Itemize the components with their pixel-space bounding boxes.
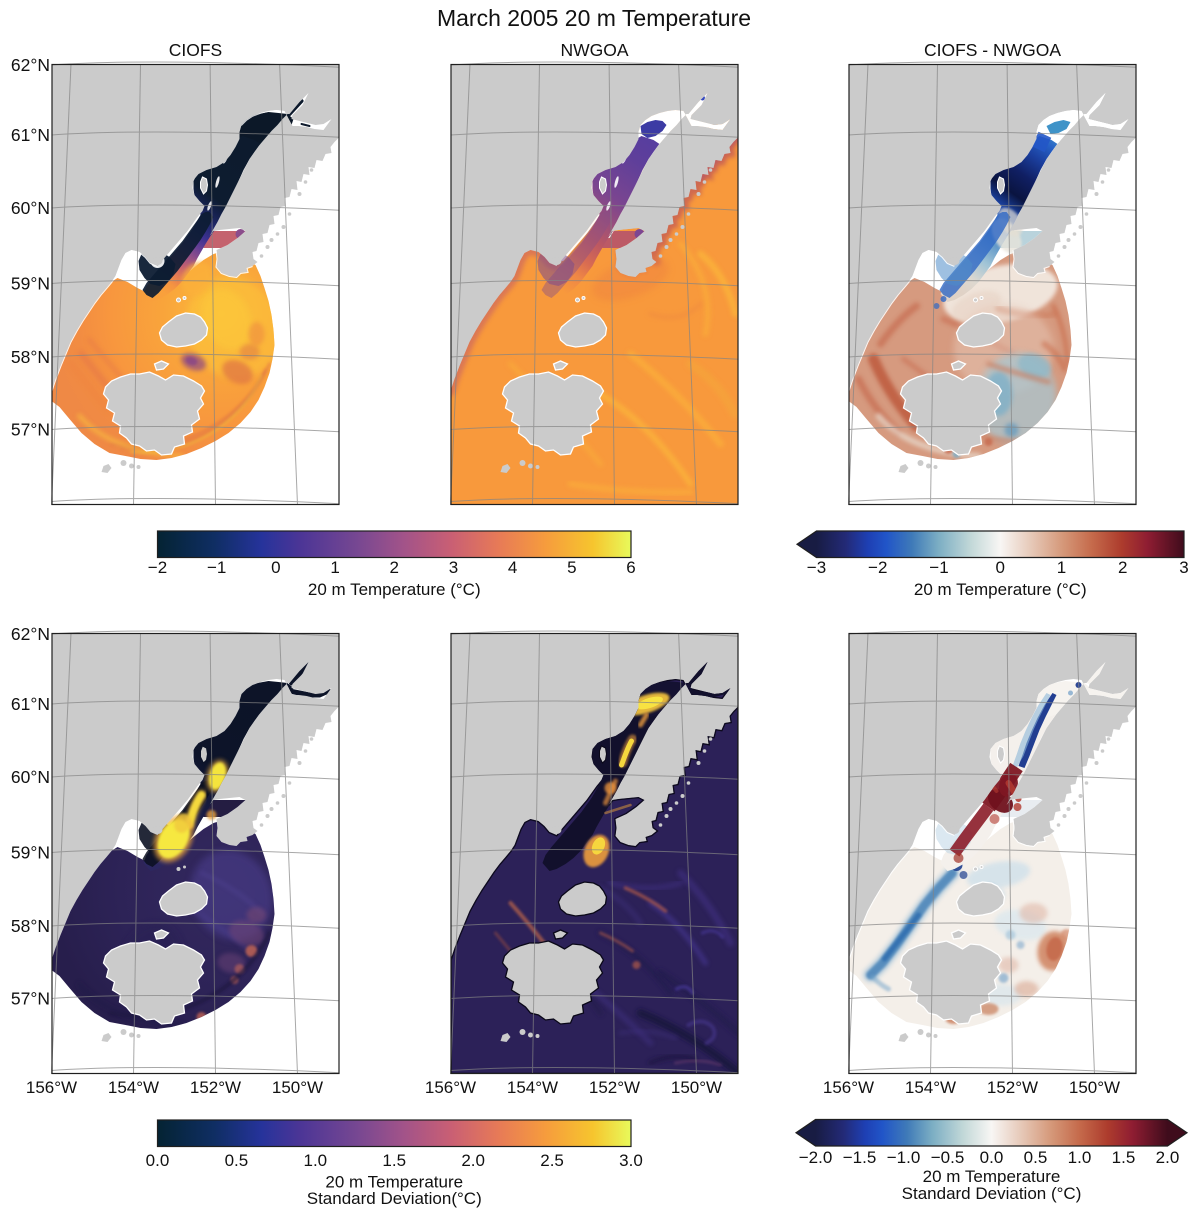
svg-text:−1.0: −1.0	[887, 1148, 921, 1167]
svg-text:4: 4	[508, 558, 517, 577]
svg-text:−2: −2	[148, 558, 167, 577]
svg-text:57°N: 57°N	[11, 420, 50, 440]
svg-text:61°N: 61°N	[11, 125, 50, 145]
svg-text:2.0: 2.0	[1156, 1148, 1180, 1167]
svg-text:5: 5	[567, 558, 576, 577]
svg-text:−2.0: −2.0	[799, 1148, 833, 1167]
svg-text:1.5: 1.5	[382, 1151, 406, 1170]
svg-text:3.0: 3.0	[619, 1151, 643, 1170]
svg-text:0.0: 0.0	[146, 1151, 170, 1170]
svg-text:0.5: 0.5	[225, 1151, 249, 1170]
svg-text:0.5: 0.5	[1024, 1148, 1048, 1167]
svg-text:NWGOA: NWGOA	[560, 40, 628, 60]
svg-text:Standard Deviation (°C): Standard Deviation (°C)	[902, 1184, 1082, 1203]
svg-text:−1: −1	[929, 558, 948, 577]
svg-text:59°N: 59°N	[11, 843, 50, 863]
svg-text:2: 2	[1118, 558, 1127, 577]
svg-text:152°W: 152°W	[589, 1078, 640, 1097]
svg-text:57°N: 57°N	[11, 989, 50, 1009]
svg-text:154°W: 154°W	[507, 1078, 558, 1097]
svg-text:3: 3	[449, 558, 458, 577]
svg-text:−0.5: −0.5	[931, 1148, 965, 1167]
svg-text:58°N: 58°N	[11, 916, 50, 936]
svg-text:152°W: 152°W	[987, 1078, 1038, 1097]
svg-text:20 m Temperature: 20 m Temperature	[325, 1173, 463, 1192]
svg-text:3: 3	[1179, 558, 1188, 577]
svg-text:1: 1	[330, 558, 339, 577]
svg-text:156°W: 156°W	[26, 1078, 77, 1097]
svg-text:−1: −1	[207, 558, 226, 577]
svg-text:6: 6	[626, 558, 635, 577]
svg-text:0.0: 0.0	[980, 1148, 1004, 1167]
svg-text:150°W: 150°W	[272, 1078, 323, 1097]
svg-text:61°N: 61°N	[11, 694, 50, 714]
svg-text:60°N: 60°N	[11, 767, 50, 787]
svg-text:CIOFS: CIOFS	[169, 40, 222, 60]
svg-text:62°N: 62°N	[11, 624, 50, 644]
svg-text:154°W: 154°W	[905, 1078, 956, 1097]
svg-text:2.5: 2.5	[540, 1151, 564, 1170]
svg-text:20 m Temperature: 20 m Temperature	[923, 1167, 1061, 1186]
svg-text:−2: −2	[868, 558, 887, 577]
svg-text:60°N: 60°N	[11, 198, 50, 218]
svg-text:1.0: 1.0	[304, 1151, 328, 1170]
svg-text:156°W: 156°W	[425, 1078, 476, 1097]
svg-text:62°N: 62°N	[11, 55, 50, 75]
svg-text:150°W: 150°W	[671, 1078, 722, 1097]
svg-text:156°W: 156°W	[823, 1078, 874, 1097]
svg-text:−3: −3	[807, 558, 826, 577]
svg-text:20 m Temperature (°C): 20 m Temperature (°C)	[914, 580, 1087, 599]
svg-text:CIOFS - NWGOA: CIOFS - NWGOA	[924, 40, 1061, 60]
svg-text:0: 0	[996, 558, 1005, 577]
svg-text:2: 2	[390, 558, 399, 577]
svg-text:0: 0	[271, 558, 280, 577]
svg-text:150°W: 150°W	[1069, 1078, 1120, 1097]
svg-text:58°N: 58°N	[11, 347, 50, 367]
svg-text:March 2005 20 m Temperature: March 2005 20 m Temperature	[437, 5, 751, 31]
svg-text:Standard Deviation(°C): Standard Deviation(°C)	[307, 1189, 482, 1208]
svg-text:1.5: 1.5	[1112, 1148, 1136, 1167]
svg-text:154°W: 154°W	[108, 1078, 159, 1097]
svg-text:59°N: 59°N	[11, 274, 50, 294]
svg-text:20 m Temperature (°C): 20 m Temperature (°C)	[308, 580, 481, 599]
svg-text:2.0: 2.0	[461, 1151, 485, 1170]
svg-text:1.0: 1.0	[1068, 1148, 1092, 1167]
svg-text:152°W: 152°W	[190, 1078, 241, 1097]
svg-text:−1.5: −1.5	[843, 1148, 877, 1167]
svg-text:1: 1	[1057, 558, 1066, 577]
